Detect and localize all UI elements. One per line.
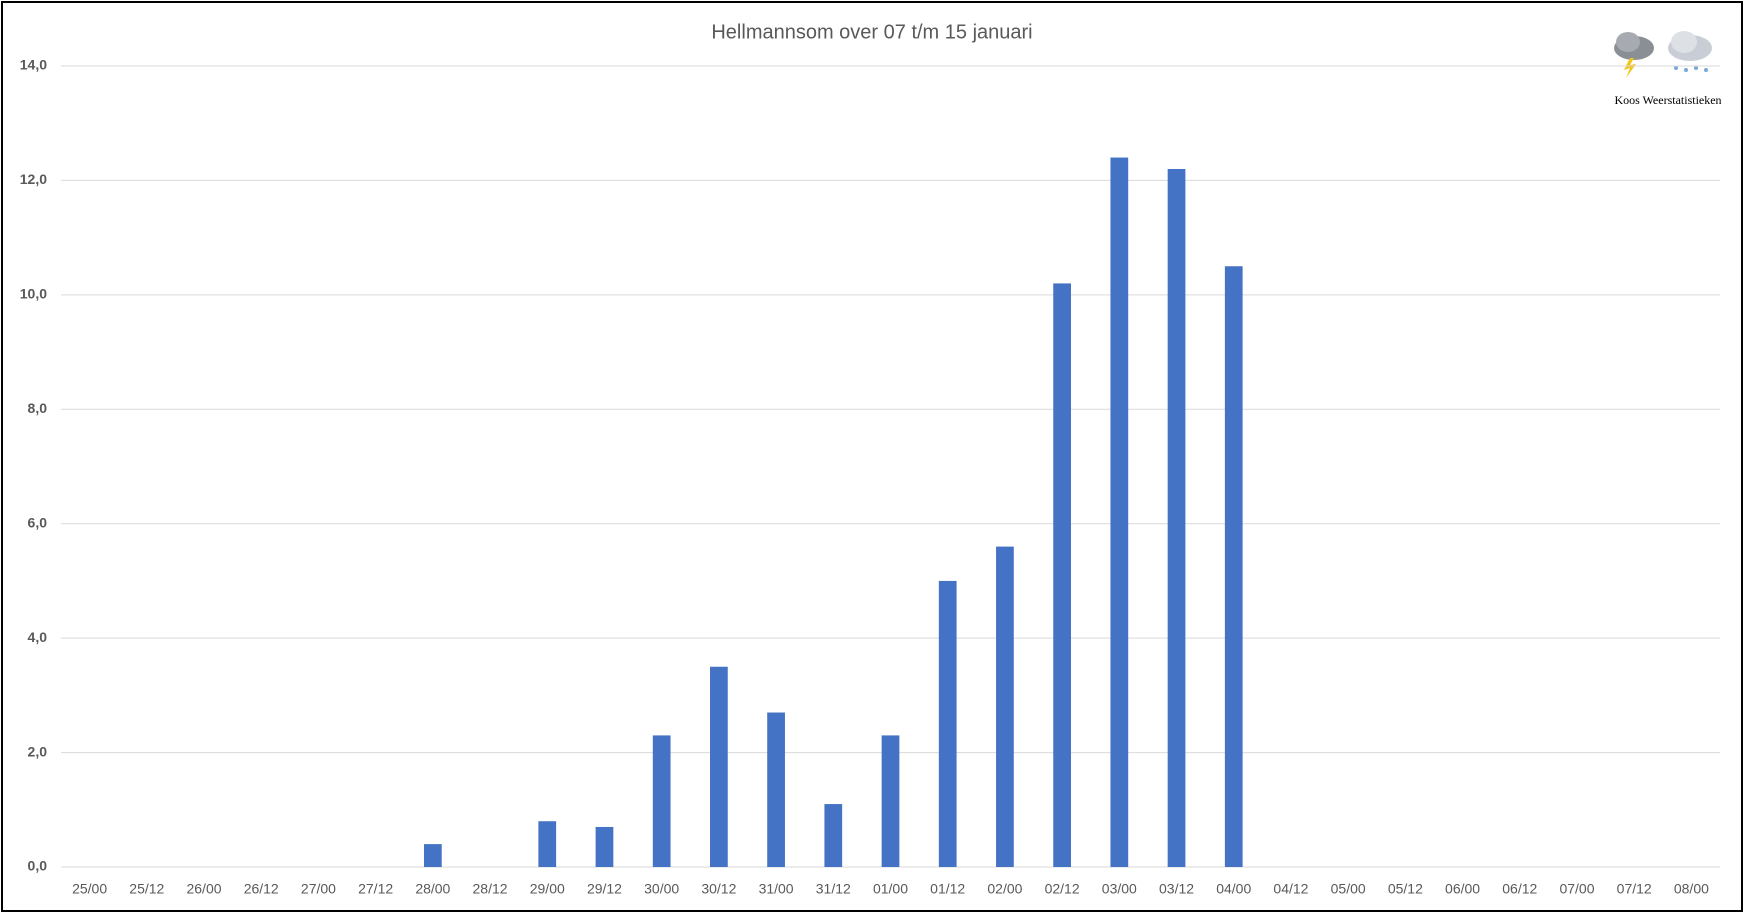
x-tick-label: 26/00 bbox=[186, 881, 221, 897]
x-tick-label: 01/00 bbox=[873, 881, 908, 897]
bar bbox=[710, 666, 728, 867]
x-tick-label: 30/00 bbox=[644, 881, 679, 897]
bar bbox=[881, 735, 900, 867]
bar bbox=[1053, 283, 1071, 867]
x-tick-label: 27/12 bbox=[358, 881, 393, 897]
y-tick-label: 4,0 bbox=[28, 629, 48, 645]
bar bbox=[1110, 157, 1129, 868]
x-tick-label: 05/00 bbox=[1331, 881, 1366, 897]
x-tick-label: 31/12 bbox=[816, 881, 851, 897]
bar bbox=[767, 712, 785, 867]
watermark: Koos Weerstatistieken bbox=[1614, 93, 1721, 107]
bar bbox=[824, 804, 843, 867]
y-tick-label: 6,0 bbox=[28, 514, 48, 530]
y-tick-label: 12,0 bbox=[20, 171, 47, 187]
x-tick-label: 03/12 bbox=[1159, 881, 1194, 897]
x-tick-label: 04/12 bbox=[1273, 881, 1308, 897]
bar bbox=[595, 826, 614, 867]
x-tick-label: 26/12 bbox=[244, 881, 279, 897]
x-tick-label: 04/00 bbox=[1216, 881, 1251, 897]
x-tick-label: 08/00 bbox=[1674, 881, 1709, 897]
x-tick-label: 31/00 bbox=[759, 881, 794, 897]
bar bbox=[996, 546, 1014, 867]
y-tick-label: 2,0 bbox=[28, 743, 48, 759]
bar bbox=[1167, 168, 1186, 867]
bar bbox=[938, 580, 957, 867]
x-tick-label: 06/12 bbox=[1502, 881, 1537, 897]
y-tick-label: 8,0 bbox=[28, 400, 48, 416]
x-tick-label: 28/12 bbox=[473, 881, 508, 897]
x-tick-label: 29/12 bbox=[587, 881, 622, 897]
x-tick-label: 25/12 bbox=[129, 881, 164, 897]
y-tick-label: 0,0 bbox=[28, 858, 48, 874]
bar bbox=[538, 821, 557, 867]
x-tick-label: 07/00 bbox=[1559, 881, 1594, 897]
x-tick-label: 28/00 bbox=[415, 881, 450, 897]
chart-title: Hellmannsom over 07 t/m 15 januari bbox=[711, 21, 1032, 43]
x-tick-label: 03/00 bbox=[1102, 881, 1137, 897]
logo-icons bbox=[1614, 31, 1712, 78]
y-tick-label: 14,0 bbox=[20, 57, 47, 73]
x-tick-label: 27/00 bbox=[301, 881, 336, 897]
x-tick-label: 29/00 bbox=[530, 881, 565, 897]
x-tick-label: 07/12 bbox=[1617, 881, 1652, 897]
x-tick-label: 02/12 bbox=[1045, 881, 1080, 897]
y-tick-label: 10,0 bbox=[20, 286, 47, 302]
x-tick-label: 06/00 bbox=[1445, 881, 1480, 897]
x-tick-label: 30/12 bbox=[701, 881, 736, 897]
bar bbox=[423, 844, 442, 867]
bar bbox=[652, 735, 671, 867]
bar bbox=[1224, 266, 1243, 867]
x-tick-label: 02/00 bbox=[987, 881, 1022, 897]
x-tick-label: 25/00 bbox=[72, 881, 107, 897]
x-tick-label: 01/12 bbox=[930, 881, 965, 897]
x-tick-label: 05/12 bbox=[1388, 881, 1423, 897]
